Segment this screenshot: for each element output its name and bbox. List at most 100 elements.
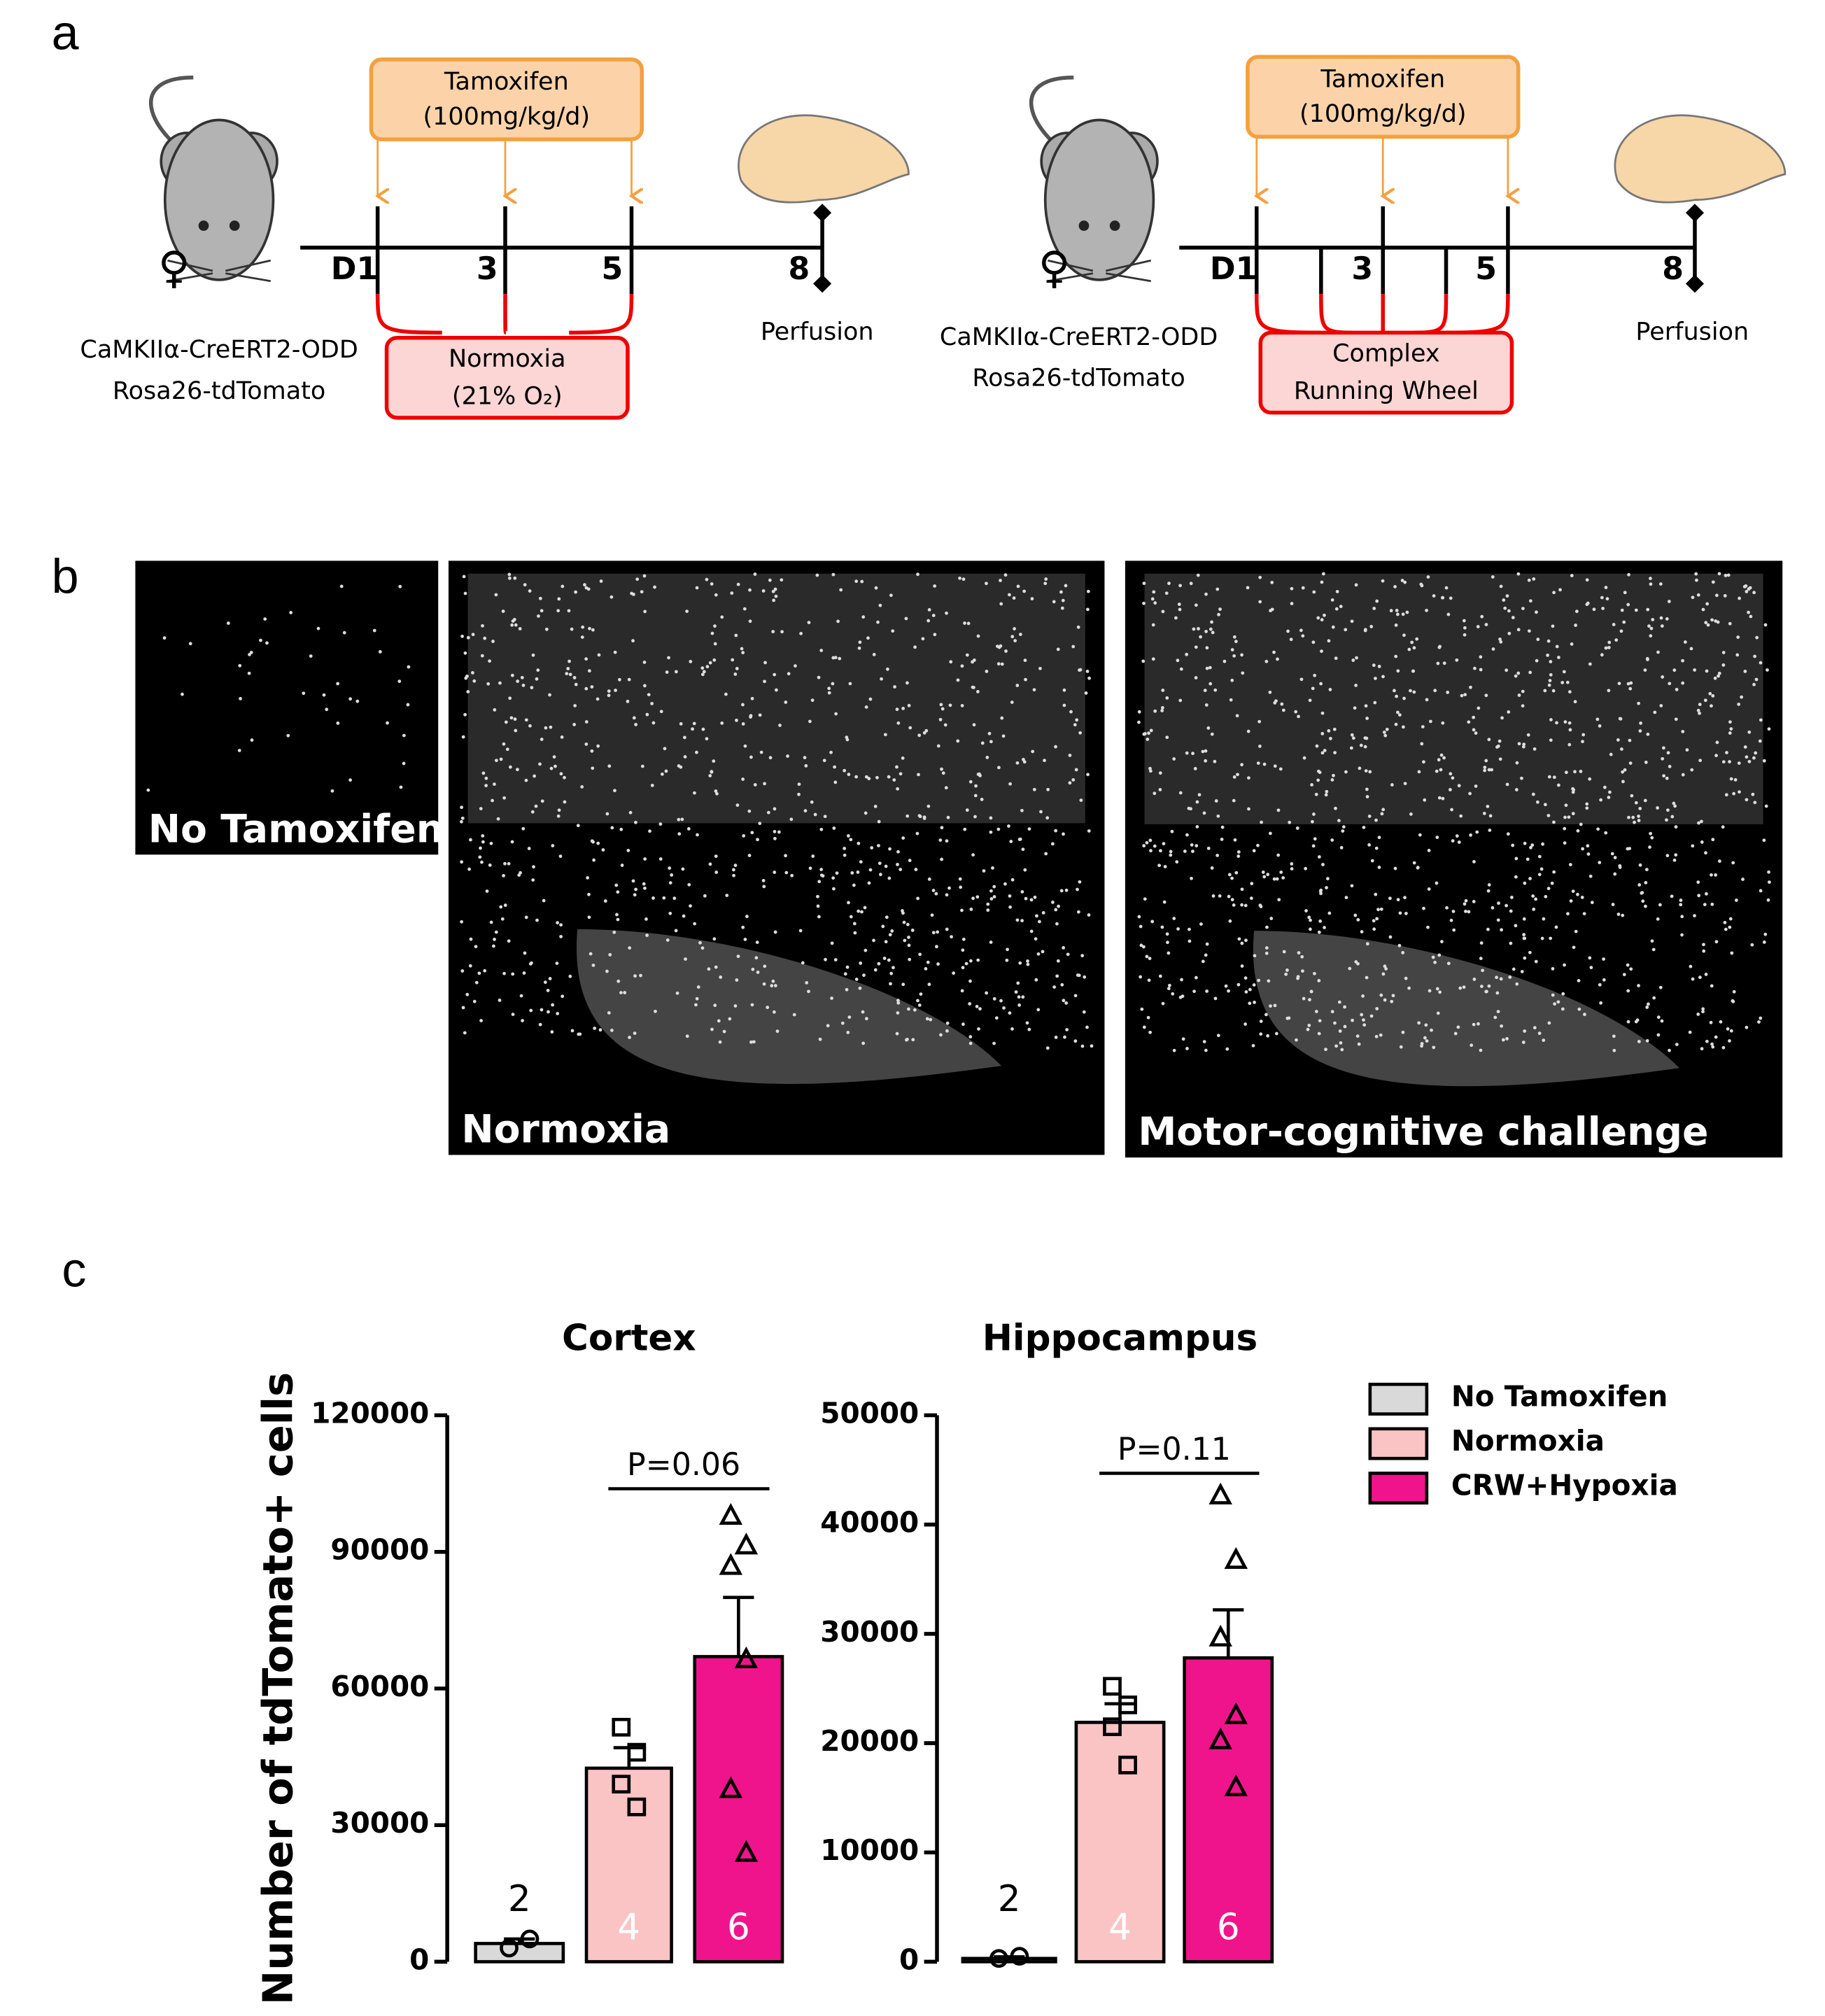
cell: [1022, 760, 1027, 764]
cell: [1064, 584, 1068, 588]
cell: [784, 854, 787, 858]
cell: [1412, 690, 1416, 694]
cell: [940, 826, 944, 830]
cell: [1161, 609, 1165, 614]
cell: [597, 653, 601, 657]
cell: [815, 573, 819, 577]
cell: [913, 645, 917, 649]
cell: [1717, 674, 1720, 678]
cell: [1025, 1021, 1029, 1025]
cell: [1523, 956, 1527, 960]
cell: [1327, 639, 1331, 643]
cell: [1436, 1011, 1440, 1015]
cell: [581, 625, 585, 629]
cell: [1160, 709, 1164, 712]
cell: [1514, 857, 1519, 861]
cell: [1275, 877, 1279, 881]
cell: [1652, 996, 1656, 1000]
cell: [705, 737, 709, 741]
cell: [1610, 852, 1614, 856]
cell: [1496, 744, 1500, 748]
cell: [1703, 698, 1707, 703]
cell: [1148, 957, 1152, 961]
cell: [1645, 1038, 1649, 1043]
cell: [1299, 677, 1304, 682]
cell: [1514, 924, 1518, 928]
cell: [1264, 1013, 1268, 1017]
cell: [1302, 996, 1306, 1001]
cell: [499, 757, 503, 761]
cell: [685, 609, 689, 614]
cell: [807, 989, 810, 994]
cell: [1024, 896, 1028, 901]
cell: [556, 921, 559, 925]
cell: [1721, 651, 1726, 654]
cell: [516, 768, 519, 772]
cell: [1218, 607, 1222, 612]
cell: [1148, 1030, 1152, 1034]
cell: [665, 938, 670, 942]
cell: [1586, 844, 1590, 848]
cell: [714, 789, 718, 793]
cell: [1487, 984, 1491, 988]
cell: [861, 615, 866, 619]
cell: [460, 816, 465, 820]
point: [1118, 1755, 1137, 1775]
cell: [1393, 866, 1397, 870]
cell: [829, 750, 833, 754]
cell: [607, 693, 611, 698]
y-tick-label: 30000: [820, 1615, 919, 1649]
cell: [1334, 607, 1339, 611]
cell: [1574, 929, 1578, 933]
cell: [730, 591, 734, 595]
cell: [989, 897, 994, 901]
cell: [1491, 575, 1495, 579]
cell: [1698, 759, 1703, 763]
cell: [1152, 590, 1156, 594]
cell: [1250, 882, 1254, 886]
cell: [1181, 1037, 1185, 1041]
cell: [1547, 1021, 1551, 1025]
cell: [499, 905, 503, 909]
cell: [1673, 804, 1677, 808]
cell: [817, 915, 821, 919]
cell: [1535, 610, 1538, 614]
cell: [342, 630, 346, 635]
cell: [614, 689, 617, 692]
cell: [1060, 606, 1064, 610]
cell: [596, 744, 600, 748]
cell: [1603, 785, 1607, 789]
cell: [481, 840, 485, 844]
cell: [1328, 737, 1332, 740]
cell: [1169, 853, 1173, 857]
whiskers: [1048, 259, 1152, 283]
cell: [1213, 688, 1218, 692]
cell: [1241, 671, 1245, 675]
cell: [1759, 1016, 1763, 1020]
cell: [521, 826, 526, 831]
cell: [881, 924, 885, 929]
cell: [1680, 915, 1684, 919]
cell: [1549, 936, 1553, 940]
tamoxifen-box: [369, 57, 644, 141]
cell: [237, 749, 241, 752]
cell: [956, 678, 960, 682]
cell: [703, 894, 707, 898]
cell: [1552, 775, 1556, 780]
point: [1010, 1947, 1029, 1966]
cell: [763, 782, 766, 786]
point: [1103, 1717, 1122, 1736]
cell: [1585, 802, 1589, 806]
cell: [1423, 1036, 1427, 1040]
cell: [1232, 654, 1236, 658]
cell: [1137, 720, 1141, 724]
cell: [994, 1016, 999, 1020]
cell: [1585, 578, 1589, 582]
cell: [1702, 943, 1705, 947]
cell: [1517, 742, 1521, 746]
cell: [991, 866, 994, 870]
cell: [933, 633, 937, 637]
cell: [503, 903, 507, 908]
cell: [714, 965, 718, 969]
cell: [1296, 975, 1300, 979]
